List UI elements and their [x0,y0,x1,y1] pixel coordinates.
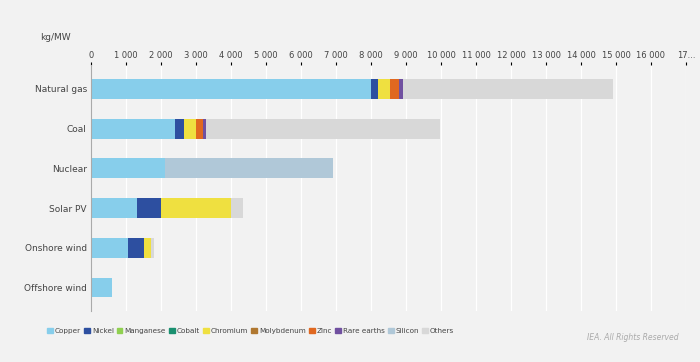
Bar [91,119,175,139]
Bar [164,159,332,178]
Bar [144,238,150,258]
Bar [399,79,402,99]
Bar [206,119,440,139]
Bar [391,79,399,99]
Bar [91,79,371,99]
Bar [91,278,112,298]
Bar [203,119,206,139]
Bar [183,119,196,139]
Bar [371,79,378,99]
Bar [231,198,244,218]
Bar [91,159,164,178]
Legend: Copper, Nickel, Manganese, Cobalt, Chromium, Molybdenum, Zinc, Rare earths, Sili: Copper, Nickel, Manganese, Cobalt, Chrom… [44,325,457,337]
Bar [91,238,127,258]
Text: kg/MW: kg/MW [41,33,71,42]
Bar [161,198,231,218]
Bar [402,79,612,99]
Bar [127,238,144,258]
Bar [150,238,154,258]
Text: IEA. All Rights Reserved: IEA. All Rights Reserved [587,333,679,342]
Bar [378,79,391,99]
Bar [175,119,183,139]
Bar [136,198,161,218]
Bar [91,198,136,218]
Bar [196,119,203,139]
